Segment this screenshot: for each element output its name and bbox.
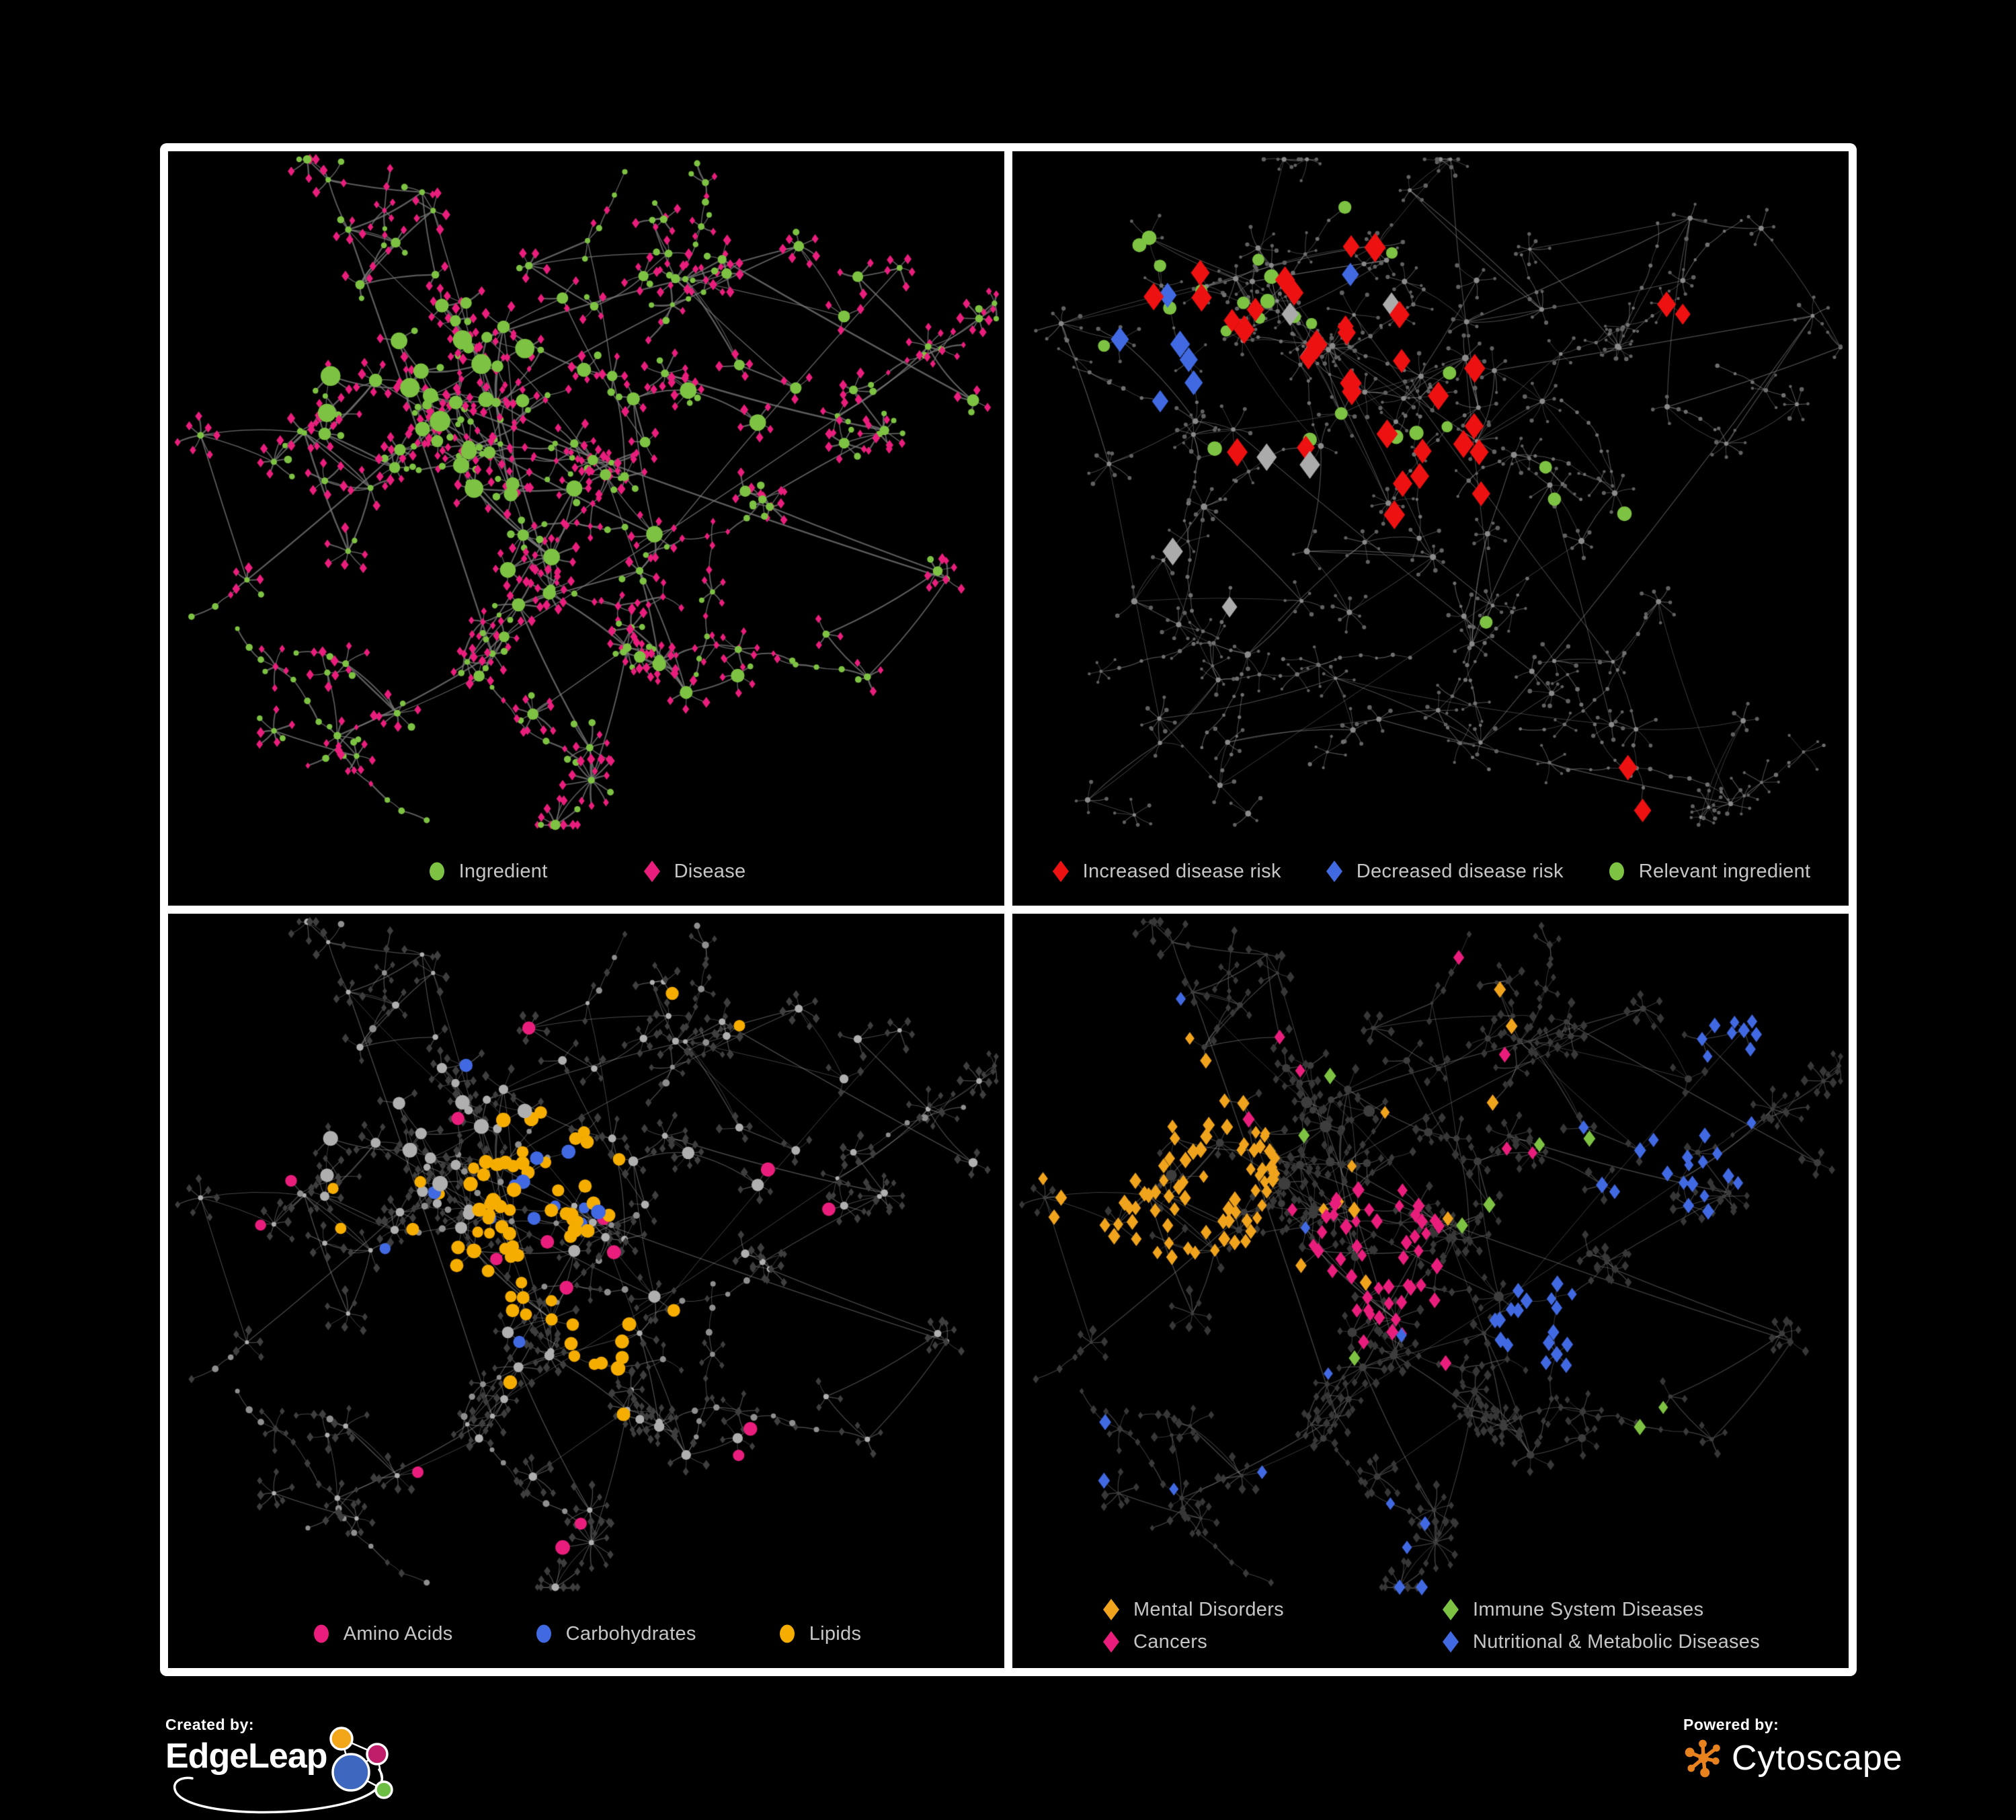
- circle-marker-icon: [313, 1624, 329, 1643]
- circle-marker-icon: [429, 862, 444, 881]
- panel-disease-risk-network: Increased disease risk Decreased disease …: [1012, 151, 1849, 906]
- legend-item: Decreased disease risk: [1324, 860, 1564, 883]
- legend-item: Mental Disorders: [1101, 1598, 1441, 1621]
- legend-label: Ingredient: [458, 860, 548, 882]
- legend-label: Lipids: [809, 1622, 862, 1645]
- legend-item: Relevant ingredient: [1607, 860, 1811, 883]
- circle-marker-icon: [1609, 862, 1624, 881]
- legend-item: Ingredient: [427, 860, 548, 883]
- diamond-marker-icon: [1442, 1631, 1459, 1653]
- edgeleap-wordmark: EdgeLeap: [165, 1737, 327, 1776]
- diamond-marker-icon: [643, 861, 660, 882]
- legend-label: Amino Acids: [343, 1622, 453, 1645]
- nutrient-class-legend: Amino Acids Carbohydrates Lipids: [168, 1622, 1004, 1645]
- diamond-marker-icon: [1442, 1599, 1459, 1620]
- nutrient-class-network-canvas: [168, 914, 1004, 1668]
- legend-label: Increased disease risk: [1082, 860, 1281, 882]
- diamond-marker-icon: [1102, 1599, 1119, 1620]
- legend-item: Carbohydrates: [534, 1622, 696, 1645]
- disease-category-network-canvas: [1012, 914, 1849, 1668]
- ingredient-disease-network-canvas: [168, 151, 1004, 906]
- diamond-marker-icon: [1052, 861, 1069, 882]
- legend-item: Nutritional & Metabolic Diseases: [1441, 1630, 1760, 1653]
- legend-item: Increased disease risk: [1051, 860, 1281, 883]
- circle-marker-icon: [779, 1624, 795, 1643]
- legend-label: Nutritional & Metabolic Diseases: [1472, 1630, 1761, 1653]
- legend-item: Immune System Diseases: [1441, 1598, 1760, 1621]
- ingredient-disease-legend: Ingredient Disease: [168, 860, 1004, 883]
- footer: Created by: EdgeLeap Powered by:: [0, 1676, 2016, 1820]
- legend-label: Mental Disorders: [1133, 1598, 1284, 1620]
- disease-category-legend: Mental Disorders Immune System Diseases Ca…: [1012, 1598, 1849, 1653]
- disease-risk-legend: Increased disease risk Decreased disease …: [1012, 860, 1849, 883]
- legend-label: Immune System Diseases: [1472, 1598, 1704, 1620]
- cytoscape-logo: Powered by:: [1683, 1716, 1966, 1796]
- powered-by-label: Powered by:: [1683, 1716, 1779, 1733]
- legend-label: Disease: [674, 860, 746, 882]
- diamond-marker-icon: [1102, 1631, 1119, 1653]
- legend-item: Amino Acids: [311, 1622, 453, 1645]
- panel-nutrient-class-network: Amino Acids Carbohydrates Lipids: [168, 914, 1004, 1668]
- created-by-label: Created by:: [165, 1716, 255, 1733]
- disease-risk-network-canvas: [1012, 151, 1849, 906]
- circle-marker-icon: [536, 1624, 551, 1643]
- cytoscape-wordmark: Cytoscape: [1732, 1739, 1903, 1778]
- legend-item: Cancers: [1101, 1630, 1441, 1653]
- cytoscape-network-icon: [1685, 1739, 1720, 1778]
- legend-label: Carbohydrates: [565, 1622, 696, 1645]
- panel-disease-category-network: Mental Disorders Immune System Diseases Ca…: [1012, 914, 1849, 1668]
- legend-label: Relevant ingredient: [1638, 860, 1811, 882]
- panel-ingredient-disease-network: Ingredient Disease: [168, 151, 1004, 906]
- edgeleap-logo: Created by: EdgeLeap: [165, 1716, 421, 1817]
- panel-grid: Ingredient Disease Increased disease risk…: [160, 143, 1857, 1676]
- legend-label: Decreased disease risk: [1356, 860, 1564, 882]
- legend-label: Cancers: [1133, 1630, 1208, 1653]
- legend-item: Lipids: [777, 1622, 862, 1645]
- legend-item: Disease: [642, 860, 746, 883]
- diamond-marker-icon: [1326, 861, 1342, 882]
